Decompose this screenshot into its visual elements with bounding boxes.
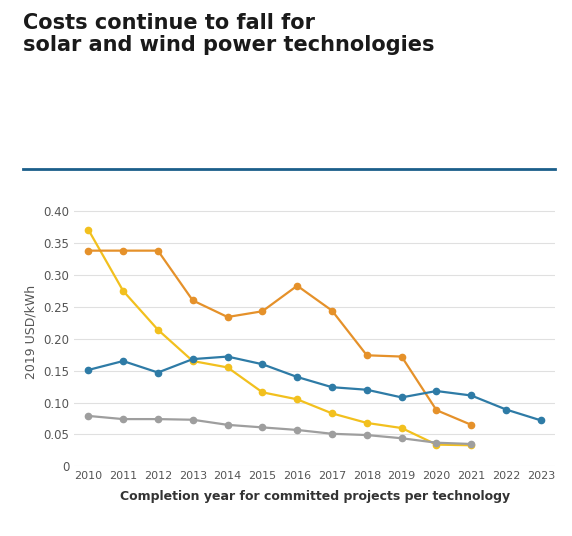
Text: solar and wind power technologies: solar and wind power technologies (23, 35, 434, 55)
Y-axis label: 2019 USD/kWh: 2019 USD/kWh (25, 285, 38, 379)
Text: Costs continue to fall for: Costs continue to fall for (23, 13, 315, 33)
X-axis label: Completion year for committed projects per technology: Completion year for committed projects p… (120, 489, 510, 503)
